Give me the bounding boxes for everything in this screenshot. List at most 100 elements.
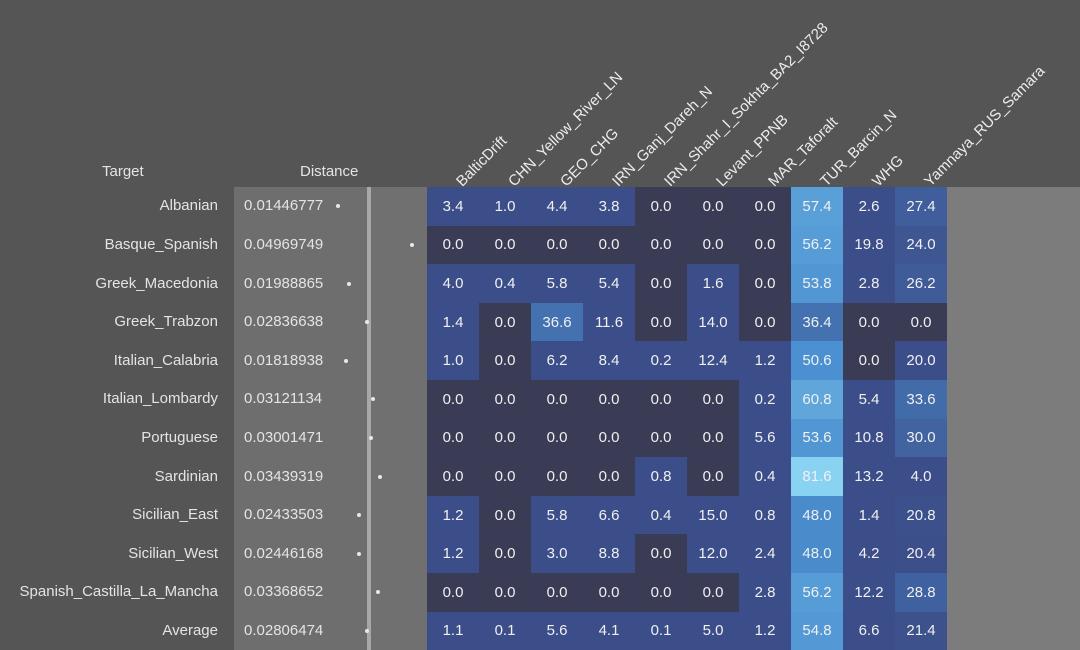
distance-dot xyxy=(365,320,370,325)
heatmap-cell: 0.0 xyxy=(427,380,479,419)
heatmap-cell: 1.0 xyxy=(479,187,531,226)
row-distance-value: 0.01988865 xyxy=(244,274,324,292)
distance-separator xyxy=(367,187,371,650)
row-distance-value: 0.01818938 xyxy=(244,351,324,369)
distance-dot xyxy=(410,242,414,247)
row-distance-value: 0.03001471 xyxy=(244,428,324,446)
heatmap-cell: 1.6 xyxy=(687,264,739,303)
distance-dot xyxy=(356,551,361,556)
heatmap-cell: 0.0 xyxy=(895,302,947,342)
heatmap-cell: 0.0 xyxy=(583,573,635,612)
row-target-label: Greek_Macedonia xyxy=(95,274,218,292)
row-distance-value: 0.02836638 xyxy=(244,313,324,331)
heatmap-cell: 12.4 xyxy=(687,341,739,380)
heatmap-cell: 4.2 xyxy=(843,534,895,573)
row-distance-value: 0.02446168 xyxy=(244,544,324,562)
heatmap-cell: 0.0 xyxy=(479,302,531,342)
distance-dot xyxy=(364,628,369,633)
distance-dot xyxy=(376,590,381,595)
heatmap-cell: 50.6 xyxy=(791,341,843,380)
heatmap-cell: 0.0 xyxy=(479,457,531,496)
heatmap-cell: 60.8 xyxy=(791,380,843,419)
heatmap-cell: 20.4 xyxy=(895,534,947,573)
heatmap-cell: 0.8 xyxy=(739,495,791,535)
row-distance-value: 0.02806474 xyxy=(244,621,324,639)
heatmap-cell: 15.0 xyxy=(687,495,739,535)
heatmap-cell: 1.2 xyxy=(739,341,791,380)
heatmap-cell: 33.6 xyxy=(895,380,947,419)
heatmap-cell: 5.6 xyxy=(531,611,583,650)
heatmap-cell: 0.0 xyxy=(427,418,479,458)
row-target-label: Greek_Trabzon xyxy=(114,313,218,331)
heatmap-cell: 36.4 xyxy=(791,302,843,342)
heatmap-cell: 3.8 xyxy=(583,187,635,226)
heatmap-cell: 0.0 xyxy=(479,573,531,612)
heatmap-cell: 0.4 xyxy=(635,495,687,535)
row-distance-value: 0.03439319 xyxy=(244,467,324,485)
heatmap-cell: 5.4 xyxy=(843,380,895,419)
distance-dot xyxy=(343,358,348,363)
row-target-label: Portuguese xyxy=(141,428,218,446)
heatmap-cell: 0.1 xyxy=(635,611,687,650)
heatmap-cell: 4.1 xyxy=(583,611,635,650)
heatmap-cell: 0.0 xyxy=(583,225,635,265)
heatmap-cell: 0.0 xyxy=(479,341,531,380)
heatmap-cell: 53.8 xyxy=(791,264,843,303)
heatmap-cell: 0.8 xyxy=(635,457,687,496)
heatmap-cell: 53.6 xyxy=(791,418,843,458)
heatmap-cell: 0.0 xyxy=(635,302,687,342)
heatmap-cell: 0.0 xyxy=(479,418,531,458)
heatmap-cell: 14.0 xyxy=(687,302,739,342)
row-target-label: Average xyxy=(162,621,218,639)
heatmap-cell: 5.8 xyxy=(531,495,583,535)
heatmap-cell: 0.2 xyxy=(739,380,791,419)
heatmap-cell: 20.8 xyxy=(895,495,947,535)
heatmap-cell: 54.8 xyxy=(791,611,843,650)
heatmap-cell: 13.2 xyxy=(843,457,895,496)
heatmap-cell: 0.1 xyxy=(479,611,531,650)
heatmap-cell: 0.0 xyxy=(427,225,479,265)
column-header: WHG xyxy=(869,152,907,191)
heatmap-cell: 8.8 xyxy=(583,534,635,573)
heatmap-cell: 2.4 xyxy=(739,534,791,573)
row-distance-value: 0.03121134 xyxy=(244,390,323,408)
heatmap-cell: 12.2 xyxy=(843,573,895,612)
heatmap-cell: 0.0 xyxy=(531,457,583,496)
heatmap-cell: 0.0 xyxy=(531,380,583,419)
distance-dot xyxy=(347,281,352,286)
heatmap-cell: 3.0 xyxy=(531,534,583,573)
row-target-label: Sicilian_East xyxy=(132,506,218,524)
heatmap-cell: 0.0 xyxy=(479,495,531,535)
row-target-label: Spanish_Castilla_La_Mancha xyxy=(19,583,218,601)
heatmap-cell: 0.0 xyxy=(687,573,739,612)
heatmap-cell: 0.0 xyxy=(531,573,583,612)
heatmap-cell: 20.0 xyxy=(895,341,947,380)
row-target-label: Sicilian_West xyxy=(128,544,218,562)
heatmap-cell: 0.0 xyxy=(739,225,791,265)
heatmap-cell: 0.0 xyxy=(583,418,635,458)
heatmap-cell: 0.0 xyxy=(531,225,583,265)
heatmap-cell: 1.4 xyxy=(427,302,479,342)
heatmap-cell: 0.0 xyxy=(479,380,531,419)
heatmap-cell: 1.4 xyxy=(843,495,895,535)
heatmap-cell: 0.0 xyxy=(635,573,687,612)
row-target-label: Albanian xyxy=(159,197,218,215)
heatmap-cell: 0.0 xyxy=(635,380,687,419)
heatmap-cell: 48.0 xyxy=(791,495,843,535)
heatmap-cell: 10.8 xyxy=(843,418,895,458)
heatmap-cell: 0.0 xyxy=(583,380,635,419)
heatmap-cell: 56.2 xyxy=(791,573,843,612)
heatmap-cell: 1.0 xyxy=(427,341,479,380)
heatmap-cell: 56.2 xyxy=(791,225,843,265)
heatmap-cell: 2.8 xyxy=(843,264,895,303)
distance-dot xyxy=(377,474,382,479)
row-distance-value: 0.03368652 xyxy=(244,583,324,601)
heatmap-cell: 8.4 xyxy=(583,341,635,380)
heatmap-cell: 0.2 xyxy=(635,341,687,380)
heatmap-cell: 0.0 xyxy=(583,457,635,496)
heatmap-cell: 0.0 xyxy=(739,302,791,342)
heatmap-cell: 0.0 xyxy=(479,534,531,573)
heatmap-cell: 57.4 xyxy=(791,187,843,226)
row-distance-value: 0.01446777 xyxy=(244,197,324,215)
heatmap-cell: 3.4 xyxy=(427,187,479,226)
